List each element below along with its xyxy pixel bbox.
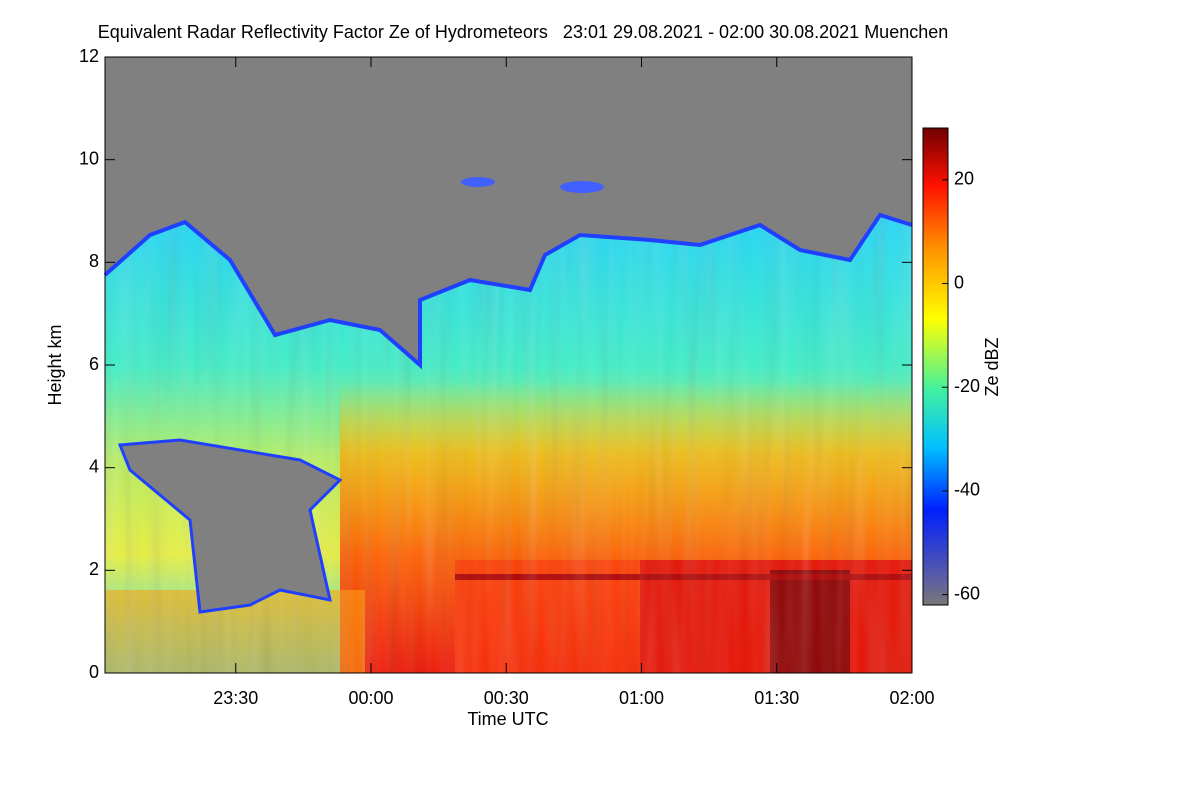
- y-axis-label: Height km: [45, 324, 65, 405]
- y-tick-label: 4: [89, 456, 99, 476]
- colorbar-tick-label: 20: [954, 169, 974, 189]
- colorbar-tick-label: -40: [954, 480, 980, 500]
- y-tick-label: 0: [89, 662, 99, 682]
- x-tick-label: 00:00: [348, 688, 393, 708]
- y-tick-label: 12: [79, 46, 99, 66]
- x-tick-label: 00:30: [484, 688, 529, 708]
- colorbar-tick-label: -60: [954, 583, 980, 603]
- radar-field: [103, 56, 913, 674]
- colorbar-tick-label: -20: [954, 376, 980, 396]
- colorbar-tick-label: 0: [954, 272, 964, 292]
- y-tick-label: 10: [79, 148, 99, 168]
- chart-title: Equivalent Radar Reflectivity Factor Ze …: [98, 22, 949, 42]
- x-tick-label: 01:00: [619, 688, 664, 708]
- colorbar: [922, 127, 949, 606]
- y-tick-label: 8: [89, 251, 99, 271]
- x-tick-label: 02:00: [889, 688, 934, 708]
- colorbar-label: Ze dBZ: [982, 337, 1002, 396]
- x-tick-label: 01:30: [754, 688, 799, 708]
- y-tick-label: 2: [89, 559, 99, 579]
- x-tick-label: 23:30: [213, 688, 258, 708]
- y-tick-label: 6: [89, 354, 99, 374]
- x-axis-label: Time UTC: [467, 709, 548, 729]
